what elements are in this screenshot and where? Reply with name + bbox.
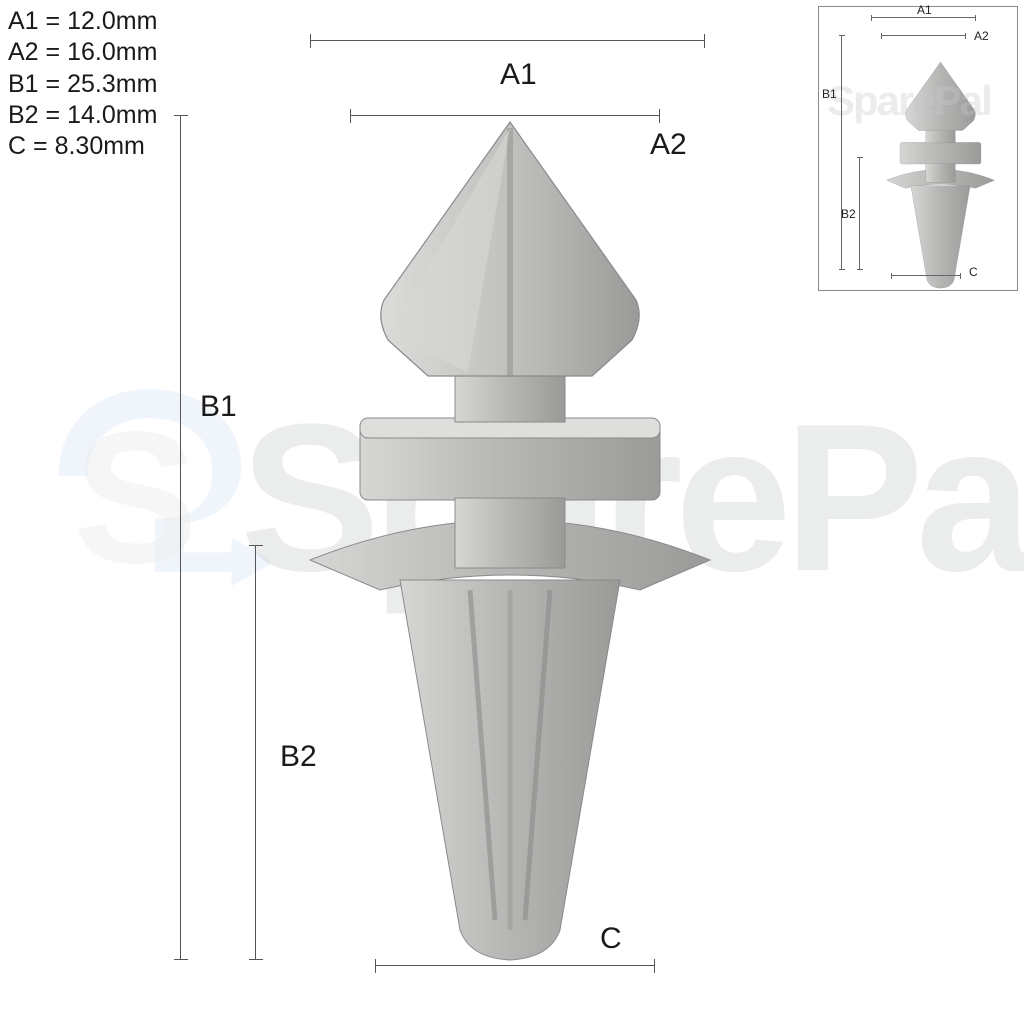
thumb-a1-label: A1 <box>917 3 932 17</box>
dimension-a2-label: A2 <box>650 128 687 162</box>
thumbnail-clip-icon <box>819 7 1019 292</box>
dimension-c-rule <box>375 965 655 966</box>
thumb-b1-label: B1 <box>822 87 837 101</box>
dimension-b2-label: B2 <box>280 740 317 774</box>
thumb-a1-rule <box>871 17 976 18</box>
dimension-b1-label: B1 <box>200 390 237 424</box>
thumbnail: SparePal A1 A2 B1 B2 C <box>818 6 1018 291</box>
thumb-b2-label: B2 <box>841 207 856 221</box>
thumb-b2-rule <box>859 157 860 270</box>
dimension-a1-rule <box>310 40 705 41</box>
dimension-a1-label: A1 <box>500 58 537 92</box>
thumb-a2-rule <box>881 35 966 36</box>
dimension-b1-rule <box>180 115 181 960</box>
thumb-b1-rule <box>841 35 842 270</box>
thumbnail-watermark: SparePal <box>827 77 991 125</box>
dimension-a2-rule <box>350 115 660 116</box>
dimension-c-label: C <box>600 922 622 956</box>
diagram-page: S SparePal A1 = 12.0mm A2 = 16.0mm B1 = … <box>0 0 1024 1024</box>
dimension-b2-rule <box>255 545 256 960</box>
thumb-c-label: C <box>969 265 978 279</box>
thumb-a2-label: A2 <box>974 29 989 43</box>
thumb-c-rule <box>891 275 961 276</box>
